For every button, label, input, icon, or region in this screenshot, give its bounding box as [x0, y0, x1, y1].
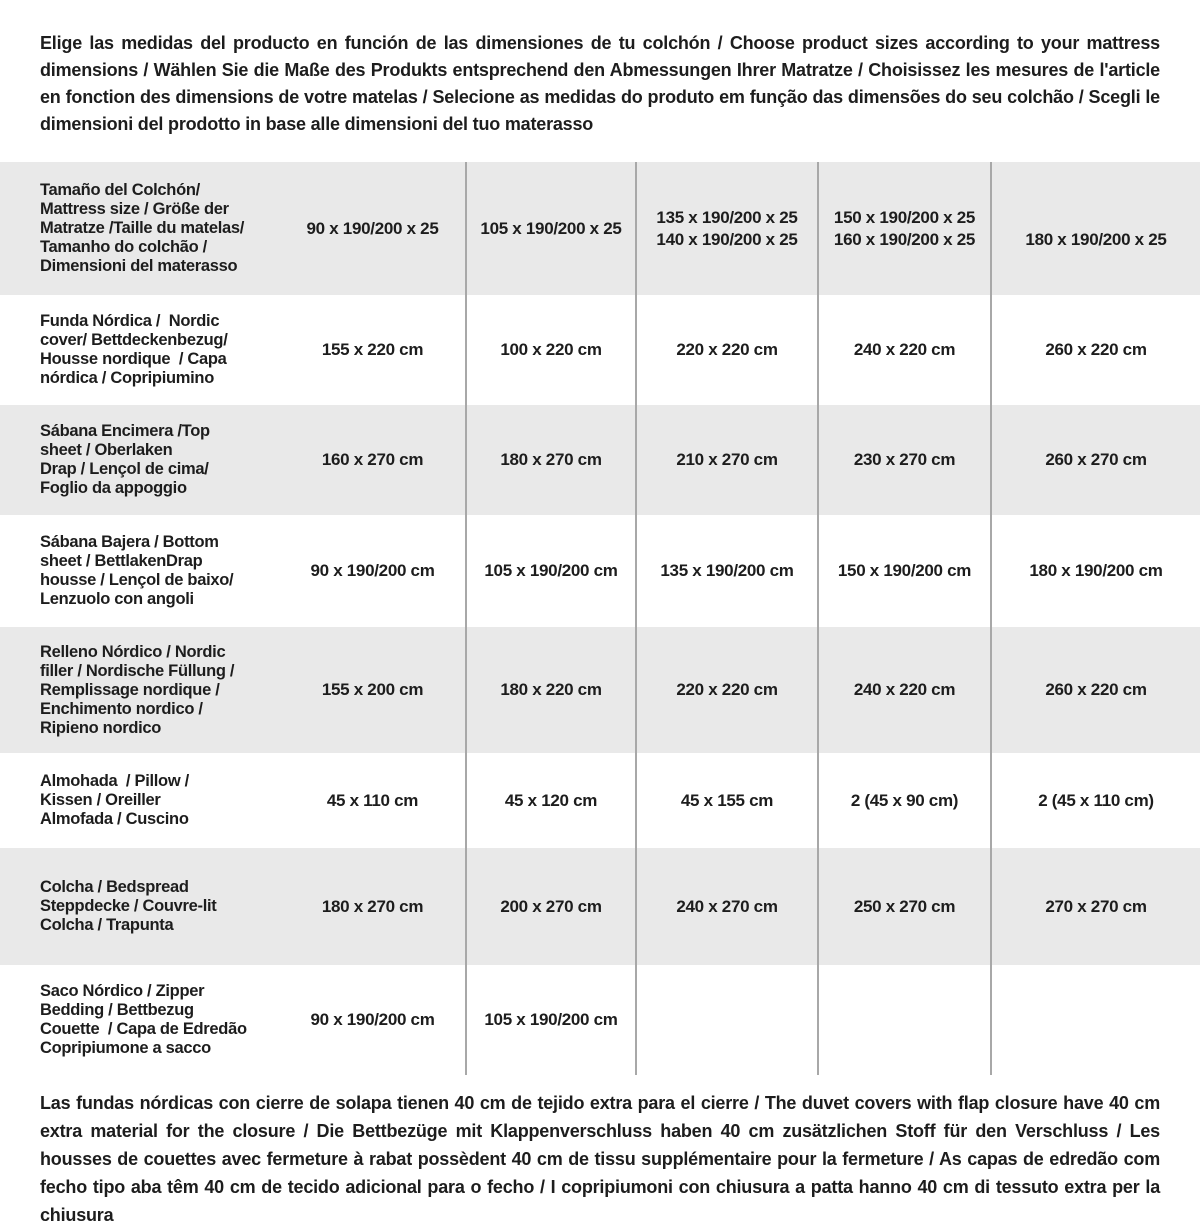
value-cell: 100 x 220 cm	[465, 295, 635, 405]
row-label: Saco Nórdico / Zipper Bedding / Bettbezu…	[40, 982, 247, 1057]
value-cell	[817, 965, 990, 1075]
row-label: Sábana Bajera / Bottom sheet / Bettlaken…	[40, 533, 234, 608]
row-label-cell: Colcha / Bedspread Steppdecke / Couvre-l…	[0, 848, 280, 965]
value-cell: 260 x 220 cm	[990, 295, 1200, 405]
row-label-cell: Funda Nórdica / Nordic cover/ Bettdecken…	[0, 295, 280, 405]
value-cell: 155 x 220 cm	[321, 340, 424, 359]
table-row-bedspread: Colcha / Bedspread Steppdecke / Couvre-l…	[0, 848, 1200, 965]
value-cell: 45 x 110 cm	[326, 790, 419, 810]
header-col-size-135-140: 135 x 190/200 x 25 140 x 190/200 x 25	[635, 162, 817, 295]
value-cell: 220 x 220 cm	[635, 295, 817, 405]
table-row-nordic-filler: Relleno Nórdico / Nordic filler / Nordis…	[0, 627, 1200, 753]
header-col-size-90: 90 x 190/200 x 25	[306, 218, 439, 238]
value-cell: 180 x 190/200 cm	[990, 515, 1200, 627]
value-cell: 250 x 270 cm	[817, 848, 990, 965]
value-cell: 180 x 220 cm	[465, 627, 635, 753]
value-cell: 200 x 270 cm	[465, 848, 635, 965]
row-label-cell: Saco Nórdico / Zipper Bedding / Bettbezu…	[0, 965, 280, 1075]
value-cell: 45 x 155 cm	[635, 753, 817, 848]
table-row-nordic-cover: Funda Nórdica / Nordic cover/ Bettdecken…	[0, 295, 1200, 405]
header-col-size-150-160: 150 x 190/200 x 25 160 x 190/200 x 25	[817, 162, 990, 295]
row-label: Relleno Nórdico / Nordic filler / Nordis…	[40, 642, 235, 737]
value-cell: 105 x 190/200 cm	[465, 965, 635, 1075]
value-cell: 160 x 270 cm	[321, 450, 424, 469]
mattress-size-label: Tamaño del Colchón/ Mattress size / Größ…	[40, 181, 245, 275]
value-cell: 240 x 270 cm	[635, 848, 817, 965]
value-cell: 105 x 190/200 cm	[465, 515, 635, 627]
value-cell: 90 x 190/200 cm	[310, 561, 435, 580]
value-cell: 180 x 270 cm	[465, 405, 635, 515]
value-cell: 180 x 270 cm	[321, 896, 424, 916]
row-label: Colcha / Bedspread Steppdecke / Couvre-l…	[40, 878, 217, 934]
value-cell: 240 x 220 cm	[817, 627, 990, 753]
intro-text: Elige las medidas del producto en funció…	[40, 33, 1160, 134]
value-cell: 155 x 200 cm	[321, 680, 424, 699]
value-cell: 240 x 220 cm	[817, 295, 990, 405]
value-cell: 150 x 190/200 cm	[817, 515, 990, 627]
value-cell: 45 x 120 cm	[465, 753, 635, 848]
table-row-bottom-sheet: Sábana Bajera / Bottom sheet / Bettlaken…	[0, 515, 1200, 627]
size-table: Tamaño del Colchón/ Mattress size / Größ…	[0, 162, 1200, 1075]
table-row-pillow: Almohada / Pillow / Kissen / Oreiller Al…	[0, 753, 1200, 848]
value-cell: 2 (45 x 110 cm)	[990, 753, 1200, 848]
table-row-top-sheet: Sábana Encimera /Top sheet / Oberlaken D…	[0, 405, 1200, 515]
value-cell: 135 x 190/200 cm	[635, 515, 817, 627]
value-cell	[635, 965, 817, 1075]
value-cell: 2 (45 x 90 cm)	[817, 753, 990, 848]
row-label-cell: Sábana Bajera / Bottom sheet / Bettlaken…	[0, 515, 280, 627]
value-cell: 230 x 270 cm	[817, 405, 990, 515]
value-cell: 270 x 270 cm	[990, 848, 1200, 965]
size-guide-page: Elige las medidas del producto en funció…	[0, 30, 1200, 1230]
value-cell: 260 x 270 cm	[990, 405, 1200, 515]
value-cell: 220 x 220 cm	[635, 627, 817, 753]
table-row-zipper-bedding: Saco Nórdico / Zipper Bedding / Bettbezu…	[0, 965, 1200, 1075]
header-col-size-180: 180 x 190/200 x 25	[990, 162, 1200, 295]
value-cell: 90 x 190/200 cm	[310, 1010, 435, 1029]
value-cell: 260 x 220 cm	[990, 627, 1200, 753]
row-label: Almohada / Pillow / Kissen / Oreiller Al…	[40, 772, 189, 828]
footnote-text: Las fundas nórdicas con cierre de solapa…	[40, 1093, 1160, 1225]
row-label-cell: Sábana Encimera /Top sheet / Oberlaken D…	[0, 405, 280, 515]
header-col-size-105: 105 x 190/200 x 25	[465, 162, 635, 295]
row-label: Funda Nórdica / Nordic cover/ Bettdecken…	[40, 312, 228, 387]
row-label: Sábana Encimera /Top sheet / Oberlaken D…	[40, 422, 210, 497]
value-cell: 210 x 270 cm	[635, 405, 817, 515]
header-label-cell: Tamaño del Colchón/ Mattress size / Größ…	[0, 162, 280, 295]
table-header-row: Tamaño del Colchón/ Mattress size / Größ…	[0, 162, 1200, 295]
value-cell	[990, 965, 1200, 1075]
row-label-cell: Almohada / Pillow / Kissen / Oreiller Al…	[0, 753, 280, 848]
row-label-cell: Relleno Nórdico / Nordic filler / Nordis…	[0, 627, 280, 753]
